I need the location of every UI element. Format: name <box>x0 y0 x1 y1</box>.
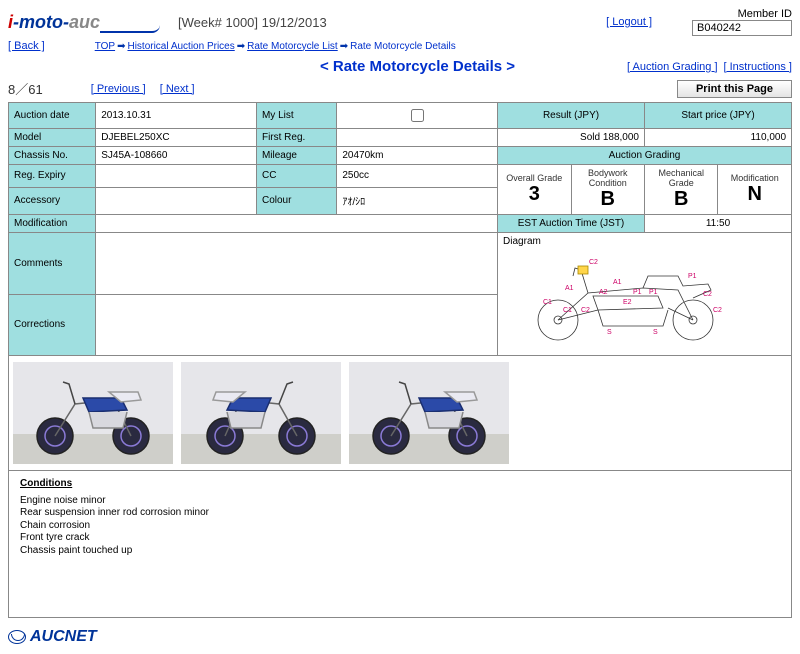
svg-text:C1: C1 <box>543 299 552 306</box>
conditions-cell: Conditions Engine noise minorRear suspen… <box>9 471 792 618</box>
label-mylist: My List <box>256 103 336 129</box>
diagram-cell: Diagram C2 A1 P1 A1 A2 P1 P1 C2 C1 C1 C2 E2 C2 S S <box>498 233 792 356</box>
val-first-reg <box>337 129 498 147</box>
svg-text:P1: P1 <box>688 273 697 280</box>
breadcrumb: TOP➡Historical Auction Prices➡Rate Motor… <box>95 41 456 52</box>
svg-text:C2: C2 <box>589 259 598 266</box>
footer-brand: AUCNET <box>30 628 97 646</box>
val-comments <box>96 233 498 295</box>
label-auction-grading: Auction Grading <box>498 147 792 165</box>
val-est-time: 11:50 <box>644 215 791 233</box>
auction-grading-link[interactable]: [ Auction Grading ] <box>627 61 718 73</box>
label-modification: Modification <box>9 215 96 233</box>
label-result: Result (JPY) <box>498 103 645 129</box>
svg-text:C2: C2 <box>713 307 722 314</box>
label-model: Model <box>9 129 96 147</box>
val-auction-date: 2013.10.31 <box>96 103 257 129</box>
motorcycle-diagram-icon: C2 A1 P1 A1 A2 P1 P1 C2 C1 C1 C2 E2 C2 S S <box>503 247 748 349</box>
label-reg-expiry: Reg. Expiry <box>9 165 96 188</box>
page-title: < Rate Motorcycle Details > <box>208 58 627 75</box>
svg-text:C1: C1 <box>563 307 572 314</box>
svg-text:E2: E2 <box>623 299 632 306</box>
svg-text:A2: A2 <box>599 289 608 296</box>
week-label: [Week# 1000] 19/12/2013 <box>178 15 327 30</box>
label-conditions: Conditions <box>20 478 780 491</box>
label-first-reg: First Reg. <box>256 129 336 147</box>
aucnet-icon <box>8 630 26 644</box>
previous-link[interactable]: [ Previous ] <box>91 83 146 95</box>
label-mileage: Mileage <box>256 147 336 165</box>
val-colour: ｱｵ/ｼﾛ <box>337 187 498 215</box>
svg-text:A1: A1 <box>613 279 622 286</box>
val-chassis: SJ45A-108660 <box>96 147 257 165</box>
grade-mechanical: Mechanical GradeB <box>644 165 717 215</box>
photo-row <box>9 356 792 471</box>
photo-1 <box>13 362 173 464</box>
val-reg-expiry <box>96 165 257 188</box>
val-result: Sold 188,000 <box>498 129 645 147</box>
crumb-hist[interactable]: Historical Auction Prices <box>127 41 234 52</box>
grade-overall: Overall Grade3 <box>498 165 571 215</box>
val-start-price: 110,000 <box>644 129 791 147</box>
label-corrections: Corrections <box>9 294 96 356</box>
photo-3 <box>349 362 509 464</box>
crumb-detail: Rate Motorcycle Details <box>350 41 456 52</box>
crumb-top[interactable]: TOP <box>95 41 115 52</box>
mylist-checkbox-cell <box>337 103 498 129</box>
label-diagram: Diagram <box>503 236 786 247</box>
member-id-label: Member ID <box>692 8 792 20</box>
details-table: Auction date 2013.10.31 My List Result (… <box>8 102 792 618</box>
svg-text:P1: P1 <box>649 289 658 296</box>
label-chassis: Chassis No. <box>9 147 96 165</box>
label-start-price: Start price (JPY) <box>644 103 791 129</box>
label-colour: Colour <box>256 187 336 215</box>
val-mileage: 20470km <box>337 147 498 165</box>
conditions-list: Engine noise minorRear suspension inner … <box>20 495 780 558</box>
svg-text:C2: C2 <box>581 307 590 314</box>
member-id-input[interactable] <box>692 20 792 36</box>
page-counter: 8／61 <box>8 79 43 98</box>
label-auction-date: Auction date <box>9 103 96 129</box>
val-corrections <box>96 294 498 356</box>
val-model: DJEBEL250XC <box>96 129 257 147</box>
grade-bodywork: Bodywork ConditionB <box>571 165 644 215</box>
svg-text:S: S <box>607 329 612 336</box>
val-modification <box>96 215 498 233</box>
print-button[interactable]: Print this Page <box>677 80 792 98</box>
label-comments: Comments <box>9 233 96 295</box>
mylist-checkbox[interactable] <box>411 109 424 122</box>
val-cc: 250cc <box>337 165 498 188</box>
val-accessory <box>96 187 257 215</box>
logout-link[interactable]: [ Logout ] <box>606 16 652 28</box>
svg-text:S: S <box>653 329 658 336</box>
logo: i-moto-auc <box>8 12 160 33</box>
back-link[interactable]: [ Back ] <box>8 40 45 52</box>
label-est-time: EST Auction Time (JST) <box>498 215 645 233</box>
crumb-list[interactable]: Rate Motorcycle List <box>247 41 338 52</box>
svg-text:A1: A1 <box>565 285 574 292</box>
next-link[interactable]: [ Next ] <box>160 83 195 95</box>
label-accessory: Accessory <box>9 187 96 215</box>
photo-2 <box>181 362 341 464</box>
svg-text:P1: P1 <box>633 289 642 296</box>
instructions-link[interactable]: [ Instructions ] <box>724 61 792 73</box>
svg-text:C2: C2 <box>703 291 712 298</box>
label-cc: CC <box>256 165 336 188</box>
grade-mod: ModificationN <box>718 165 792 215</box>
